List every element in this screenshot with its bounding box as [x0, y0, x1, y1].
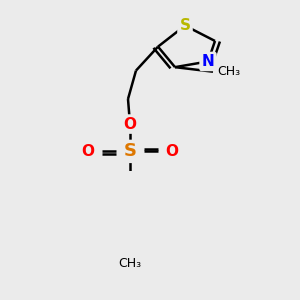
Text: O: O	[82, 144, 94, 159]
Text: S: S	[179, 18, 191, 33]
Text: CH₃: CH₃	[217, 65, 240, 78]
Text: O: O	[166, 144, 178, 159]
Text: CH₃: CH₃	[118, 257, 142, 270]
Text: O: O	[124, 117, 136, 132]
Text: N: N	[202, 54, 214, 69]
Text: S: S	[124, 142, 136, 160]
